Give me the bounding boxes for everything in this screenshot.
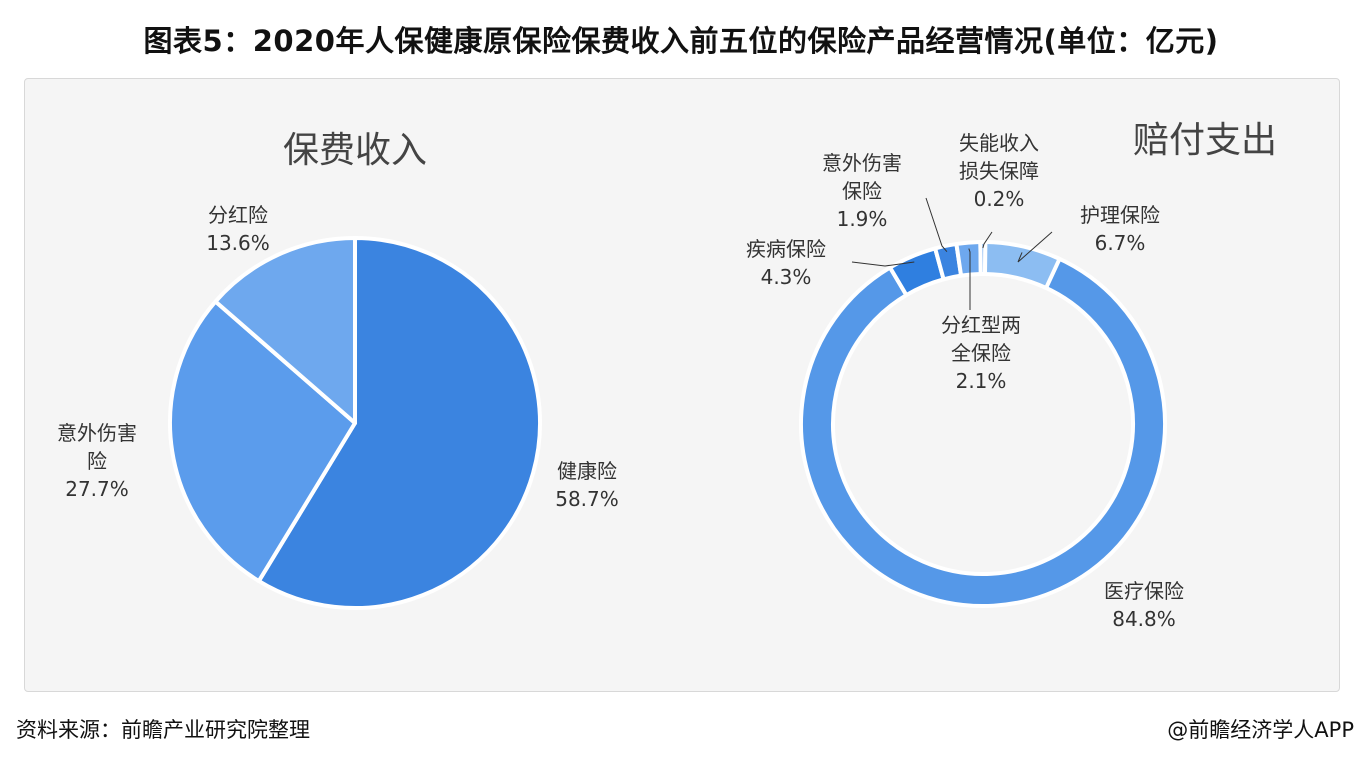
donut-chart-title: 赔付支出 [1133, 120, 1277, 161]
pie-slice-label-1-line: 险 [87, 449, 107, 473]
donut-slice-label-2-line: 保险 [842, 179, 882, 203]
donut-leader-line-5 [1017, 231, 1053, 263]
donut-slice-label-3-line: 全保险 [951, 341, 1011, 365]
donut-slice-label-5-line: 护理保险 [1080, 203, 1160, 227]
pie-chart-title: 保费收入 [283, 130, 427, 171]
pie-slice-label-1: 意外伤害险 [57, 421, 137, 473]
donut-slice-label-3-line: 分红型两 [941, 313, 1021, 337]
pie-slice-label-1-line: 意外伤害 [57, 421, 137, 445]
donut-leader-line-4 [982, 231, 993, 249]
donut-leader-line-3 [968, 248, 971, 310]
donut-slice-value-2: 1.9% [837, 207, 888, 231]
donut-slice-label-4-line: 失能收入 [959, 131, 1039, 155]
donut-leader-line-1 [851, 261, 915, 267]
donut-slice-0 [799, 255, 1167, 608]
donut-leader-line-2 [925, 197, 948, 253]
donut-slice-label-3: 分红型两全保险 [941, 313, 1021, 365]
pie-slice-1 [168, 299, 357, 584]
donut-slice-label-1: 疾病保险 [746, 237, 826, 261]
source-note: 资料来源：前瞻产业研究院整理 [16, 718, 310, 742]
pie-slice-value-1: 27.7% [65, 477, 129, 501]
donut-slice-3 [954, 240, 983, 278]
pie-slice-label-2-line: 分红险 [208, 203, 268, 227]
pie-slice-0 [256, 236, 542, 610]
donut-slice-value-3: 2.1% [956, 369, 1007, 393]
donut-slice-value-1: 4.3% [761, 265, 812, 289]
pie-slice-value-2: 13.6% [206, 231, 270, 255]
pie-slice-label-0-line: 健康险 [557, 459, 617, 483]
donut-slice-label-2: 意外伤害保险 [822, 151, 902, 203]
donut-slice-label-1-line: 疾病保险 [746, 237, 826, 261]
donut-slice-label-0: 医疗保险 [1104, 579, 1184, 603]
donut-slice-label-4: 失能收入损失保障 [959, 131, 1039, 183]
pie-slice-2 [213, 236, 357, 425]
donut-slice-value-5: 6.7% [1095, 231, 1146, 255]
donut-slice-label-5: 护理保险 [1080, 203, 1160, 227]
donut-slice-label-2-line: 意外伤害 [822, 151, 902, 175]
donut-slice-label-4-line: 损失保障 [959, 159, 1039, 183]
page-title: 图表5：2020年人保健康原保险保费收入前五位的保险产品经营情况(单位：亿元) [143, 24, 1219, 58]
donut-slice-5 [982, 240, 1062, 290]
credit-note: @前瞻经济学人APP [1167, 718, 1354, 742]
pie-slice-value-0: 58.7% [555, 487, 619, 511]
donut-slice-label-0-line: 医疗保险 [1104, 579, 1184, 603]
pie-slice-label-0: 健康险 [557, 459, 617, 483]
pie-slice-label-2: 分红险 [208, 203, 268, 227]
donut-slice-value-0: 84.8% [1112, 607, 1176, 631]
donut-slice-value-4: 0.2% [974, 187, 1025, 211]
